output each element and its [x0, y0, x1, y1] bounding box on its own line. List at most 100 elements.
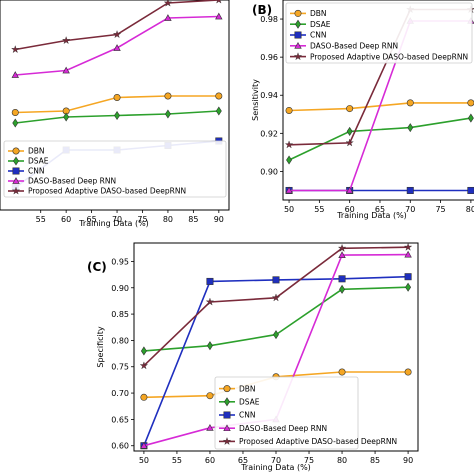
legend-label: DASO-Based Deep RNN [310, 42, 398, 51]
y-tick-labels: 0.60 0.65 0.70 0.75 0.80 0.85 0.90 0.95 [111, 257, 134, 451]
legend-marker [11, 186, 21, 195]
x-tick-label: 75 [137, 215, 147, 224]
data-point [62, 66, 70, 74]
x-tick-label: 80 [337, 456, 347, 465]
legend-box [3, 140, 227, 198]
x-axis-label: Training Data (%) [240, 463, 311, 472]
x-tick-label: 65 [238, 456, 248, 465]
legend-marker [223, 424, 231, 432]
data-point [163, 0, 173, 7]
x-axis-label: Training Data (%) [336, 211, 407, 220]
series-dsae [140, 282, 412, 356]
legend-marker [294, 9, 302, 17]
x-tick-label: 55 [36, 215, 46, 224]
legend-item-daso-based-deep-rnn: DASO-Based Deep RNN [290, 42, 398, 51]
data-point [11, 109, 19, 117]
chart-panel-b: (B) 0.900.920.940.960.98 50 55 60 65 70 75 80 … [251, 0, 474, 220]
legend-marker [12, 167, 20, 175]
legend-item-cnn: CNN [219, 411, 255, 420]
data-point [114, 110, 121, 121]
data-point [12, 118, 19, 128]
series-line [15, 0, 219, 51]
x-tick-label: 90 [214, 215, 224, 224]
panel-label: (C) [87, 260, 107, 274]
data-point [467, 186, 474, 194]
legend-label: CNN [28, 167, 44, 176]
x-tick-label: 85 [370, 456, 380, 465]
y-tick-label: 0.80 [111, 336, 129, 345]
data-point [140, 441, 148, 449]
legend-label: DBN [28, 147, 45, 156]
series-proposed-adaptive-daso-based-deeprnn [139, 242, 413, 370]
x-tick-label: 55 [314, 205, 324, 214]
data-point [346, 126, 353, 136]
x-tick-label: 60 [345, 205, 355, 214]
x-tick-label: 50 [284, 205, 294, 214]
x-tick-labels: 50 55 60 65 70 75 80 85 90 [139, 451, 413, 465]
legend-label: Proposed Adaptive DASO-based DeepRNN [239, 437, 397, 446]
legend-label: CNN [310, 31, 326, 40]
data-point [407, 123, 414, 133]
data-point [404, 273, 412, 281]
data-point [345, 186, 354, 194]
data-point [215, 12, 223, 20]
legend-item-proposed-adaptive-daso-based-deeprnn: Proposed Adaptive DASO-based DeepRNN [290, 52, 468, 61]
data-point [11, 71, 19, 78]
data-point [286, 155, 293, 165]
y-tick-label: 0.60 [111, 442, 129, 451]
data-point [206, 424, 214, 431]
data-point [113, 44, 121, 51]
y-tick-label: 0.65 [111, 415, 129, 424]
data-point [206, 341, 213, 351]
data-point [272, 276, 280, 284]
series-proposed-adaptive-daso-based-deeprnn [11, 0, 222, 54]
data-point [271, 293, 281, 302]
x-tick-labels: 50 55 60 65 70 75 80 [284, 200, 474, 214]
legend-item-daso-based-deep-rnn: DASO-Based Deep RNN [8, 177, 116, 186]
legend-marker [223, 411, 231, 419]
series-line [288, 117, 472, 161]
legend-item-cnn: CNN [8, 167, 44, 176]
legend-marker [13, 156, 19, 166]
data-point [140, 346, 147, 356]
x-tick-label: 70 [405, 205, 415, 214]
data-point [139, 361, 149, 370]
x-tick-label: 75 [304, 456, 314, 465]
data-point [164, 14, 172, 21]
data-point [61, 36, 71, 45]
legend-item-dsae: DSAE [8, 156, 49, 166]
x-tick-label: 70 [271, 456, 281, 465]
legend-label: Proposed Adaptive DASO-based DeepRNN [28, 187, 186, 196]
x-tick-label: 65 [87, 215, 97, 224]
legend-label: DBN [239, 384, 256, 393]
chart-panel-c: (C) 0.600.650.700.750.800.850.900.95 50 5… [87, 242, 419, 472]
x-tick-label: 70 [112, 215, 122, 224]
data-point [215, 106, 222, 116]
x-tick-label: 55 [172, 456, 182, 465]
data-point [467, 99, 474, 107]
y-tick-label: 0.75 [111, 363, 129, 372]
legend-item-dbn: DBN [8, 147, 45, 156]
legend-item-dbn: DBN [290, 9, 327, 18]
legend-marker [223, 385, 231, 393]
data-point [206, 392, 214, 400]
data-point [404, 250, 412, 258]
data-point [345, 138, 354, 147]
y-tick-label: 0.94 [260, 91, 278, 100]
x-tick-labels: 55 60 65 70 75 80 85 90 [36, 210, 224, 224]
legend-marker [222, 436, 232, 445]
series-dsae [12, 106, 222, 128]
data-point [338, 251, 346, 258]
y-tick-labels: 0.90 0.92 0.94 0.96 0.98 [260, 15, 283, 176]
data-point [406, 99, 414, 107]
data-point [206, 277, 214, 285]
y-axis-label: Sensitivity [251, 79, 260, 121]
legend-item-dsae: DSAE [290, 19, 331, 29]
data-point [112, 30, 122, 39]
data-point [339, 284, 346, 294]
x-tick-label: 80 [163, 215, 173, 224]
legend-item-cnn: CNN [290, 31, 326, 40]
y-tick-label: 0.92 [260, 129, 278, 138]
